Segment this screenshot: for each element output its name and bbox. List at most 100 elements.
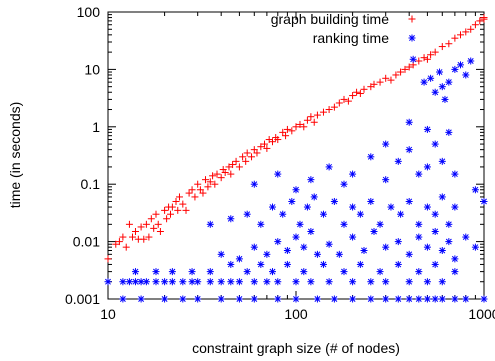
data-point-graph-building	[263, 144, 271, 152]
data-point-ranking	[451, 255, 459, 263]
data-point-graph-building	[166, 210, 174, 218]
data-point-ranking	[335, 250, 343, 258]
data-point-graph-building	[451, 34, 459, 42]
data-point-graph-building	[310, 118, 318, 126]
data-point-graph-building	[242, 157, 250, 165]
data-point-graph-building	[387, 76, 395, 84]
data-point-ranking	[457, 61, 465, 69]
data-point-ranking	[307, 278, 315, 286]
data-point-graph-building	[115, 238, 123, 246]
data-point-graph-building	[427, 51, 435, 59]
data-point-graph-building	[137, 223, 145, 231]
data-point-graph-building	[269, 138, 277, 146]
x-tick-label: 10	[100, 306, 116, 322]
data-point-graph-building	[319, 108, 327, 116]
data-point-ranking	[438, 278, 446, 286]
data-point-ranking	[303, 203, 311, 211]
data-point-ranking	[283, 246, 291, 254]
data-point-ranking	[376, 220, 384, 228]
data-point-ranking	[263, 278, 271, 286]
data-point-ranking	[480, 295, 488, 303]
data-point-ranking	[235, 255, 243, 263]
data-point-ranking	[310, 193, 318, 201]
data-point-ranking	[405, 295, 413, 303]
data-point-ranking	[250, 180, 258, 188]
data-point-graph-building	[150, 224, 158, 232]
data-point-graph-building	[335, 99, 343, 107]
data-point-ranking	[370, 227, 378, 235]
data-point-ranking	[431, 210, 439, 218]
data-point-ranking	[137, 278, 145, 286]
data-point-ranking	[313, 295, 321, 303]
data-point-ranking	[367, 197, 375, 205]
data-point-graph-building	[292, 123, 300, 131]
data-points	[104, 14, 488, 303]
data-point-graph-building	[274, 136, 282, 144]
data-point-ranking	[445, 238, 453, 246]
data-point-ranking	[462, 71, 470, 79]
data-point-ranking	[330, 197, 338, 205]
data-point-ranking	[431, 260, 439, 268]
data-point-ranking	[194, 295, 202, 303]
data-point-graph-building	[145, 233, 153, 241]
data-point-graph-building	[344, 97, 352, 105]
data-point-graph-building	[221, 168, 229, 176]
data-point-ranking	[325, 163, 333, 171]
data-point-ranking	[269, 203, 277, 211]
data-point-ranking	[415, 220, 423, 228]
data-point-graph-building	[152, 210, 160, 218]
data-point-ranking	[397, 210, 405, 218]
data-point-ranking	[451, 203, 459, 211]
data-point-ranking	[405, 146, 413, 154]
data-point-ranking	[227, 215, 235, 223]
data-point-ranking	[431, 227, 439, 235]
data-point-ranking	[387, 203, 395, 211]
data-point-ranking	[206, 220, 214, 228]
data-point-ranking	[356, 210, 364, 218]
data-point-ranking	[436, 68, 444, 76]
legend-marker-plus	[408, 15, 416, 23]
data-point-graph-building	[179, 200, 187, 208]
data-point-graph-building	[232, 157, 240, 165]
data-point-ranking	[283, 260, 291, 268]
data-point-ranking	[438, 295, 446, 303]
data-point-ranking	[349, 170, 357, 178]
data-point-ranking	[250, 295, 258, 303]
data-point-graph-building	[415, 57, 423, 65]
data-point-graph-building	[313, 111, 321, 119]
data-point-ranking	[451, 295, 459, 303]
data-point-graph-building	[420, 54, 428, 62]
data-point-graph-building	[330, 103, 338, 111]
data-point-ranking	[168, 268, 176, 276]
data-point-ranking	[125, 278, 133, 286]
data-point-ranking	[319, 260, 327, 268]
data-point-graph-building	[376, 78, 384, 86]
data-point-graph-building	[303, 116, 311, 124]
data-point-ranking	[431, 140, 439, 148]
data-point-ranking	[405, 197, 413, 205]
data-point-graph-building	[199, 189, 207, 197]
data-point-ranking	[274, 278, 282, 286]
data-point-ranking	[467, 57, 475, 65]
data-point-ranking	[431, 88, 439, 96]
data-point-graph-building	[175, 193, 183, 201]
data-point-ranking	[462, 295, 470, 303]
data-point-graph-building	[227, 170, 235, 178]
data-point-ranking	[217, 250, 225, 258]
data-point-graph-building	[360, 85, 368, 93]
data-point-ranking	[394, 238, 402, 246]
data-point-ranking	[313, 250, 321, 258]
data-point-ranking	[217, 295, 225, 303]
data-point-ranking	[405, 278, 413, 286]
data-point-ranking	[423, 278, 431, 286]
data-point-graph-building	[168, 203, 176, 211]
data-point-ranking	[288, 197, 296, 205]
data-point-graph-building	[471, 21, 479, 29]
data-point-ranking	[445, 78, 453, 86]
data-point-ranking	[427, 74, 435, 82]
data-point-graph-building	[209, 172, 217, 180]
data-point-graph-building	[253, 149, 261, 157]
series-plus	[104, 14, 488, 263]
